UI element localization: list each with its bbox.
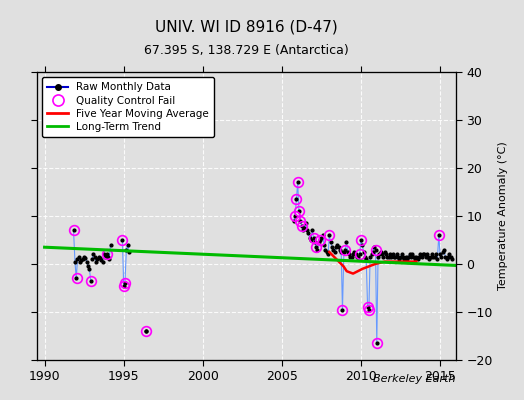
Y-axis label: Temperature Anomaly (°C): Temperature Anomaly (°C) [498, 142, 508, 290]
Text: Berkeley Earth: Berkeley Earth [374, 374, 456, 384]
Text: 67.395 S, 138.729 E (Antarctica): 67.395 S, 138.729 E (Antarctica) [144, 44, 348, 57]
Text: UNIV. WI ID 8916 (D-47): UNIV. WI ID 8916 (D-47) [155, 20, 337, 35]
Legend: Raw Monthly Data, Quality Control Fail, Five Year Moving Average, Long-Term Tren: Raw Monthly Data, Quality Control Fail, … [42, 77, 214, 137]
